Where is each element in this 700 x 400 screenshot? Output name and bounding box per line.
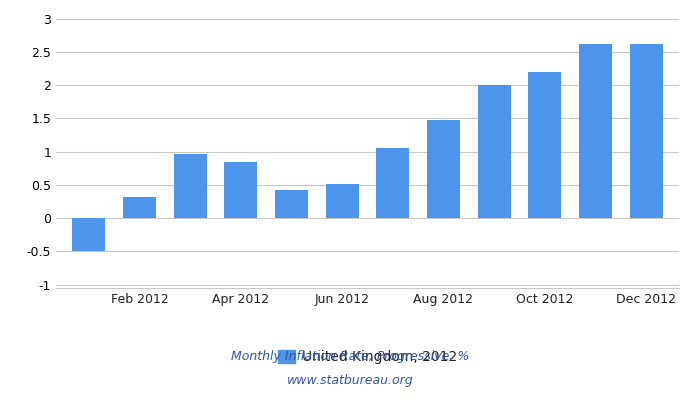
Bar xyxy=(326,184,358,218)
Bar xyxy=(225,162,258,218)
Bar xyxy=(123,197,156,218)
Bar xyxy=(377,148,410,218)
Bar xyxy=(73,218,106,252)
Text: Monthly Inflation Rate, Progressive, %: Monthly Inflation Rate, Progressive, % xyxy=(231,350,469,363)
Bar xyxy=(174,154,206,218)
Text: www.statbureau.org: www.statbureau.org xyxy=(287,374,413,387)
Bar xyxy=(275,190,308,218)
Bar xyxy=(528,72,561,218)
Bar xyxy=(477,85,510,218)
Bar xyxy=(629,44,662,218)
Legend: United Kingdom, 2012: United Kingdom, 2012 xyxy=(272,345,463,370)
Bar xyxy=(579,44,612,218)
Bar xyxy=(427,120,460,218)
